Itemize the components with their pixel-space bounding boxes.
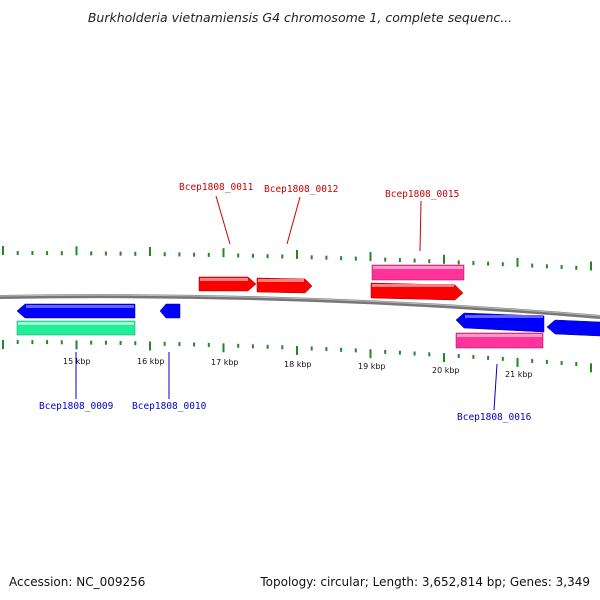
gene-feature-0016-rna-shine bbox=[457, 334, 542, 337]
gene-label-0009[interactable]: Bcep1808_0009 bbox=[39, 401, 114, 412]
gene-feature-0015-rna-shine bbox=[373, 266, 463, 269]
chromosome-backbone-highlight bbox=[0, 294, 600, 317]
gene-feature-next[interactable] bbox=[546, 319, 600, 337]
callout-line-0012 bbox=[286, 196, 301, 245]
gene-feature-0012-shine bbox=[258, 279, 304, 282]
gene-label-0016[interactable]: Bcep1808_0016 bbox=[457, 412, 532, 423]
gene-label-0012[interactable]: Bcep1808_0012 bbox=[264, 184, 338, 195]
tick-row-top bbox=[2, 246, 592, 271]
gene-feature-0009-rna-shine bbox=[18, 322, 134, 325]
accession-label: Accession: NC_009256 bbox=[9, 575, 146, 589]
gene-feature-0009-cds-shine bbox=[26, 305, 134, 308]
map-title: Burkholderia vietnamiensis G4 chromosome… bbox=[87, 10, 513, 25]
callout-line-0016 bbox=[493, 363, 498, 411]
gene-feature-0015-cds-shine bbox=[372, 284, 454, 287]
gene-feature-0011-shine bbox=[200, 278, 248, 281]
callout-line-0011 bbox=[215, 195, 231, 245]
chromosome-backbone bbox=[0, 294, 600, 319]
gene-feature-0010[interactable] bbox=[159, 303, 181, 319]
scale-label-15kbp: 15 kbp bbox=[63, 357, 91, 366]
gene-label-0015[interactable]: Bcep1808_0015 bbox=[385, 189, 459, 200]
scale-label-18kbp: 18 kbp bbox=[284, 360, 312, 369]
scale-label-20kbp: 20 kbp bbox=[432, 366, 460, 375]
tick-row-bottom bbox=[2, 340, 592, 373]
scale-label-21kbp: 21 kbp bbox=[505, 370, 533, 379]
genome-summary: Topology: circular; Length: 3,652,814 bp… bbox=[260, 575, 590, 589]
scale-label-16kbp: 16 kbp bbox=[137, 357, 165, 366]
gene-feature-0016-cds-shine bbox=[465, 315, 543, 318]
callout-line-0015 bbox=[419, 200, 422, 252]
gene-label-0011[interactable]: Bcep1808_0011 bbox=[179, 182, 254, 193]
gene-label-0010[interactable]: Bcep1808_0010 bbox=[132, 401, 207, 412]
scale-label-17kbp: 17 kbp bbox=[211, 358, 239, 367]
scale-label-19kbp: 19 kbp bbox=[358, 362, 386, 371]
